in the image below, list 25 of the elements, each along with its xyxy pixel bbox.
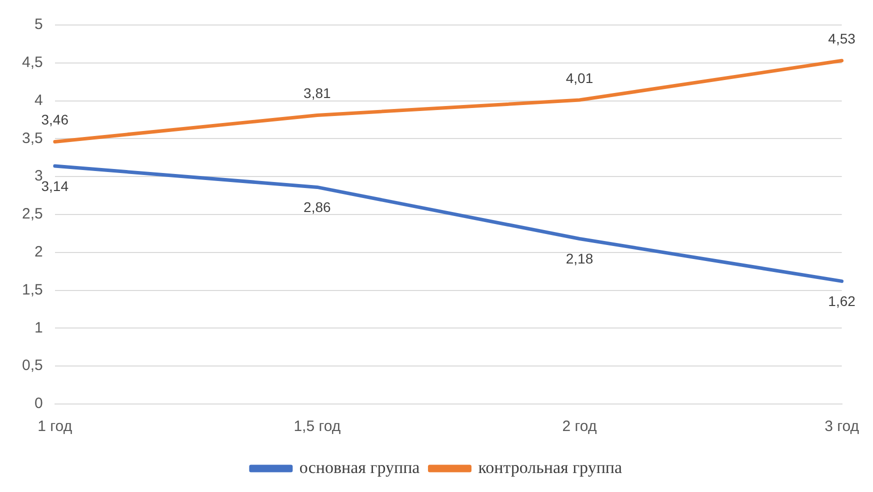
legend-label: основная группа [299, 458, 420, 477]
data-label: 3,14 [41, 178, 69, 194]
y-tick-label: 4,5 [22, 54, 43, 72]
y-tick-label: 3 [34, 168, 43, 185]
y-tick-label: 1 [34, 319, 43, 336]
y-tick-label: 2 [34, 244, 43, 261]
data-label: 2,18 [566, 250, 594, 267]
data-label: 3,46 [41, 112, 69, 128]
data-label: 3,81 [304, 85, 331, 102]
data-label: 2,86 [304, 199, 331, 216]
legend-label: контрольная группа [478, 458, 623, 477]
data-label: 4,01 [566, 70, 594, 86]
x-tick-label: 1 год [38, 418, 72, 436]
y-tick-label: 5 [34, 16, 43, 34]
y-tick-label: 0,5 [22, 357, 43, 374]
x-tick-label: 3 год [824, 418, 860, 436]
y-tick-label: 0 [34, 395, 43, 412]
y-tick-label: 2,5 [22, 206, 43, 223]
x-tick-label: 2 год [562, 418, 597, 436]
x-tick-label: 1,5 год [294, 418, 341, 436]
data-label: 1,62 [828, 293, 856, 310]
y-tick-label: 3,5 [22, 130, 43, 147]
data-label: 4,53 [828, 30, 856, 46]
y-tick-label: 1,5 [22, 281, 43, 298]
y-tick-label: 4 [34, 92, 43, 109]
